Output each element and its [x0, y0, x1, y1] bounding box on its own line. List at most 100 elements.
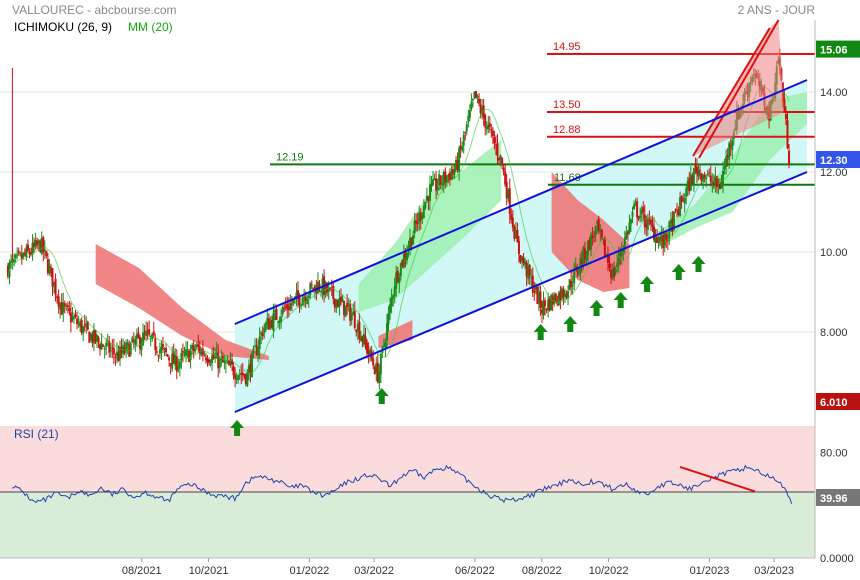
candle-body	[524, 261, 527, 265]
candle-body	[80, 320, 83, 333]
candle-body	[573, 268, 576, 284]
rsi-background	[0, 426, 815, 558]
candle-body	[517, 240, 520, 255]
candle-body	[783, 98, 786, 112]
candle-body	[7, 265, 9, 277]
candle-body	[450, 171, 453, 181]
candle-body	[362, 333, 365, 345]
candle-body	[125, 342, 128, 352]
candle-body	[399, 262, 402, 277]
candle-body	[649, 219, 652, 225]
candle-body	[11, 258, 14, 263]
value-tag-green-bg	[816, 40, 860, 58]
support-arrow-icon	[374, 388, 389, 404]
candle-body	[579, 257, 582, 272]
candle-body	[587, 240, 590, 255]
candle-body	[318, 283, 321, 289]
candle-body	[151, 333, 154, 340]
candle-body	[65, 305, 68, 307]
candle-body	[254, 346, 257, 348]
candle-body	[372, 358, 375, 366]
candle-body	[379, 353, 382, 375]
candle-body	[700, 173, 703, 182]
x-tick-label: 10/2022	[589, 565, 629, 577]
candle-body	[467, 115, 470, 122]
candle-body	[656, 237, 659, 244]
candle-body	[154, 338, 157, 351]
candle-body	[48, 265, 51, 274]
candle-body	[280, 316, 283, 322]
candle-body	[413, 220, 416, 234]
candle-body	[177, 366, 180, 370]
wedge-line-outer	[692, 27, 771, 157]
candle-body	[402, 254, 405, 268]
candle-body	[226, 360, 229, 362]
candle-body	[85, 323, 88, 328]
candle-body	[157, 355, 160, 357]
candle-body	[462, 134, 465, 146]
candle-body	[287, 306, 290, 311]
candle-body	[645, 224, 648, 228]
rsi-divergence-line	[679, 465, 756, 493]
candle-body	[421, 215, 424, 219]
candle-body	[307, 295, 310, 299]
candle-body	[326, 283, 329, 293]
candle-body	[616, 263, 619, 267]
candle-body	[36, 240, 39, 246]
candle-body	[451, 169, 454, 173]
candle-body	[657, 237, 660, 244]
candle-body	[714, 176, 717, 184]
candle-body	[347, 303, 350, 306]
candle-body	[642, 206, 645, 213]
candle-body	[665, 232, 668, 240]
candle-body	[260, 332, 263, 336]
x-tick-label: 03/2023	[754, 565, 794, 577]
candle-body	[554, 293, 557, 302]
candle-body	[10, 261, 13, 263]
rsi-y-tick-label: 80.00	[820, 447, 848, 459]
candle-body	[507, 189, 510, 199]
candle-body	[617, 252, 620, 265]
price-y-tick-label: 10.00	[820, 247, 848, 259]
candle-body	[481, 107, 484, 115]
candle-body	[88, 331, 91, 343]
candle-body	[590, 233, 593, 250]
candle-body	[475, 90, 478, 98]
candle-body	[479, 104, 482, 114]
candle-body	[487, 124, 490, 130]
candle-body	[140, 343, 143, 351]
candle-body	[320, 291, 323, 293]
candle-body	[346, 302, 349, 307]
candle-body	[448, 172, 451, 180]
candle-body	[717, 185, 720, 187]
candle-body	[227, 360, 230, 366]
candle-body	[343, 300, 346, 315]
candle-body	[674, 209, 677, 211]
candle-body	[261, 333, 264, 337]
candle-body	[386, 323, 389, 341]
candle-body	[471, 99, 474, 101]
candle-body	[174, 354, 177, 366]
candle-body	[137, 332, 140, 338]
rsi-value-tag-bg	[816, 489, 860, 506]
rsi-value-tag-text: 39.96	[820, 493, 848, 505]
candle-body	[485, 126, 488, 130]
candle-body	[356, 323, 359, 332]
candle-body	[28, 251, 31, 255]
candle-body	[336, 300, 339, 308]
candle-body	[20, 254, 23, 260]
candle-body	[138, 337, 141, 349]
candle-body	[39, 240, 42, 253]
candle-body	[504, 171, 507, 185]
candle-body	[614, 269, 617, 274]
candle-body	[56, 296, 59, 299]
candle-body	[599, 230, 602, 233]
candle-body	[514, 230, 517, 239]
candle-body	[568, 279, 571, 290]
candle-body	[521, 256, 524, 260]
candle-body	[672, 211, 675, 230]
candle-body	[149, 336, 152, 338]
candle-body	[112, 348, 115, 355]
candle-body	[62, 302, 65, 313]
x-tick-label: 01/2022	[290, 565, 330, 577]
